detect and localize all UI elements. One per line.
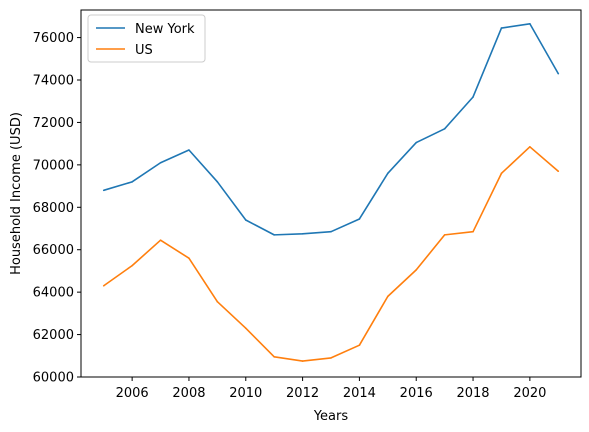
data-point-new-york-2021 (557, 72, 560, 75)
data-point-us-2017 (443, 234, 446, 236)
data-point-us-2020 (529, 146, 531, 148)
data-point-new-york-2010 (244, 219, 247, 221)
legend: New York US (87, 14, 206, 63)
x-axis-ticks: 2006 2008 2010 2012 2014 2016 2018 2020 (116, 377, 546, 401)
y-tick-label: 62000 (33, 328, 74, 343)
data-point-us-2010 (244, 327, 247, 330)
data-point-us-2015 (387, 295, 389, 298)
data-point-us-2011 (273, 356, 275, 358)
series-line-us (103, 146, 559, 362)
y-tick-label: 64000 (33, 286, 74, 301)
y-axis-ticks: 60000 62000 64000 66000 68000 70000 72000 74000… (33, 31, 81, 386)
y-tick-label: 70000 (33, 158, 74, 173)
data-point-new-york-2017 (443, 128, 446, 130)
data-point-new-york-2005 (102, 189, 105, 192)
data-point-us-2009 (216, 300, 219, 303)
data-point-us-2006 (131, 264, 133, 267)
y-tick-label: 74000 (33, 74, 74, 89)
data-point-new-york-2015 (387, 172, 389, 175)
data-point-us-2012 (301, 360, 304, 362)
y-tick-label: 66000 (33, 243, 74, 258)
x-axis-label: Years (313, 409, 349, 424)
plot-frame (80, 9, 582, 378)
data-point-new-york-2008 (188, 149, 190, 151)
y-tick-label: 76000 (33, 31, 74, 46)
legend-box (87, 14, 206, 63)
y-tick-label: 68000 (33, 201, 74, 216)
x-tick-label: 2014 (343, 386, 376, 401)
data-point-new-york-2013 (330, 230, 332, 233)
x-tick-label: 2010 (229, 386, 262, 401)
data-point-us-2013 (330, 357, 332, 359)
data-point-new-york-2011 (273, 234, 275, 236)
data-point-new-york-2006 (131, 181, 133, 183)
y-axis-label: Household Income (USD) (9, 112, 24, 275)
data-point-us-2007 (159, 239, 162, 241)
x-tick-label: 2012 (286, 386, 319, 401)
x-tick-label: 2018 (456, 386, 489, 401)
data-point-new-york-2016 (415, 141, 418, 144)
legend-label-us: US (135, 43, 153, 58)
data-point-new-york-2007 (159, 161, 162, 164)
x-tick-label: 2006 (116, 386, 149, 401)
x-tick-label: 2020 (513, 386, 546, 401)
data-point-new-york-2018 (472, 96, 474, 98)
data-point-new-york-2019 (500, 27, 503, 29)
y-tick-label: 72000 (33, 116, 74, 131)
data-point-new-york-2020 (529, 22, 531, 25)
x-tick-label: 2016 (400, 386, 433, 401)
data-point-new-york-2014 (358, 218, 361, 220)
legend-label-new-york: New York (135, 22, 195, 37)
data-point-us-2018 (472, 230, 474, 233)
data-point-us-2019 (500, 172, 503, 175)
data-point-new-york-2009 (216, 181, 219, 183)
plot-lines (102, 22, 560, 362)
data-point-us-2021 (557, 170, 560, 173)
data-point-us-2014 (358, 344, 361, 346)
data-point-new-york-2012 (301, 233, 304, 235)
x-tick-label: 2008 (172, 386, 205, 401)
data-point-us-2016 (415, 269, 418, 271)
data-point-us-2008 (188, 257, 190, 260)
data-point-us-2005 (102, 284, 105, 287)
y-tick-label: 60000 (33, 371, 74, 386)
